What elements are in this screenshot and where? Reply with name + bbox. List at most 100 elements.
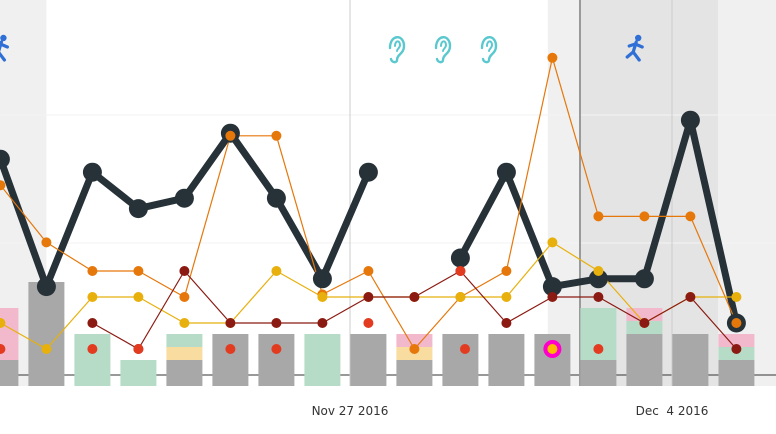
data-point — [0, 180, 6, 191]
data-point — [179, 318, 190, 328]
bar-segment — [396, 360, 433, 386]
bar-segment — [396, 334, 433, 347]
data-point — [593, 266, 604, 276]
data-point — [271, 266, 282, 276]
data-point — [317, 292, 328, 302]
bar-segment — [718, 334, 755, 347]
data-point — [639, 211, 650, 222]
x-axis: Nov 27 2016 Dec 4 2016 — [312, 404, 709, 418]
ear-inner — [394, 40, 402, 52]
bar-segment — [0, 360, 19, 386]
data-point — [87, 266, 98, 276]
data-point — [41, 237, 52, 248]
bar-segment — [258, 360, 295, 386]
data-point — [455, 292, 466, 302]
data-point — [501, 292, 512, 302]
data-point — [266, 188, 286, 208]
data-point — [593, 211, 604, 222]
data-point — [588, 269, 608, 289]
data-point — [409, 344, 420, 354]
data-point — [133, 292, 144, 302]
data-point — [455, 266, 466, 276]
shaded-band — [547, 0, 580, 386]
ear-inner — [486, 40, 494, 52]
data-point — [363, 266, 374, 276]
x-tick-label-0: Nov 27 2016 — [312, 404, 389, 418]
data-point — [0, 149, 10, 169]
event-icons — [0, 34, 644, 64]
data-point — [87, 344, 98, 354]
runner-head — [635, 34, 642, 42]
data-point — [271, 318, 282, 328]
bar-segment — [304, 334, 341, 386]
bar-segment — [442, 334, 479, 360]
data-point — [87, 318, 98, 328]
runner-body — [625, 40, 644, 62]
bar-segment — [718, 360, 755, 386]
data-point — [731, 344, 742, 354]
data-point — [87, 292, 98, 302]
runner-body — [0, 40, 10, 62]
data-point — [41, 344, 52, 354]
data-point — [496, 162, 516, 182]
data-point — [409, 292, 420, 302]
data-point — [547, 237, 558, 248]
data-point — [312, 269, 332, 289]
bar-segment — [580, 360, 617, 386]
shaded-band — [718, 0, 776, 386]
bar-segment — [672, 360, 709, 386]
bar-segment — [166, 334, 203, 347]
data-point — [639, 318, 650, 328]
data-point — [460, 344, 470, 354]
ear-outline — [480, 36, 498, 64]
series-points — [0, 52, 746, 358]
series-line — [0, 129, 372, 291]
bar-segment — [672, 334, 709, 360]
data-point — [501, 266, 512, 276]
ear-icon — [434, 36, 452, 64]
bar-segment — [442, 360, 479, 386]
data-point — [634, 269, 654, 289]
data-point — [501, 318, 512, 328]
runner-icon — [625, 34, 644, 62]
data-point — [133, 344, 144, 354]
highlight-point-core — [547, 344, 558, 354]
data-point — [731, 292, 742, 302]
bar-segment — [166, 347, 203, 360]
data-point — [358, 162, 378, 182]
ear-inner — [440, 40, 448, 52]
data-point — [0, 344, 6, 354]
data-point — [133, 266, 144, 276]
ear-outline — [388, 36, 406, 64]
data-point — [225, 130, 236, 141]
bar-segment — [212, 360, 249, 386]
data-point — [271, 130, 282, 141]
bar-segment — [534, 360, 571, 386]
data-point — [363, 292, 374, 302]
data-point — [731, 318, 742, 328]
series-line — [0, 57, 737, 350]
data-point — [547, 52, 558, 63]
ear-icon — [388, 36, 406, 64]
ear-outline — [434, 36, 452, 64]
data-point — [593, 344, 604, 354]
data-point — [450, 248, 470, 268]
bar-segment — [350, 334, 387, 360]
bar-segment — [626, 334, 663, 386]
runner-head — [0, 34, 7, 42]
ear-icon — [480, 36, 498, 64]
bar-segment — [488, 360, 525, 386]
data-point — [685, 211, 696, 222]
data-point — [128, 199, 148, 219]
data-point — [363, 318, 374, 328]
data-point — [542, 277, 562, 297]
runner-icon — [0, 34, 10, 62]
data-point — [685, 292, 696, 302]
bar-segment — [74, 334, 111, 386]
data-point — [36, 277, 56, 297]
data-point — [225, 344, 236, 354]
data-point — [225, 318, 236, 328]
data-point — [547, 292, 558, 302]
data-point — [179, 266, 190, 276]
